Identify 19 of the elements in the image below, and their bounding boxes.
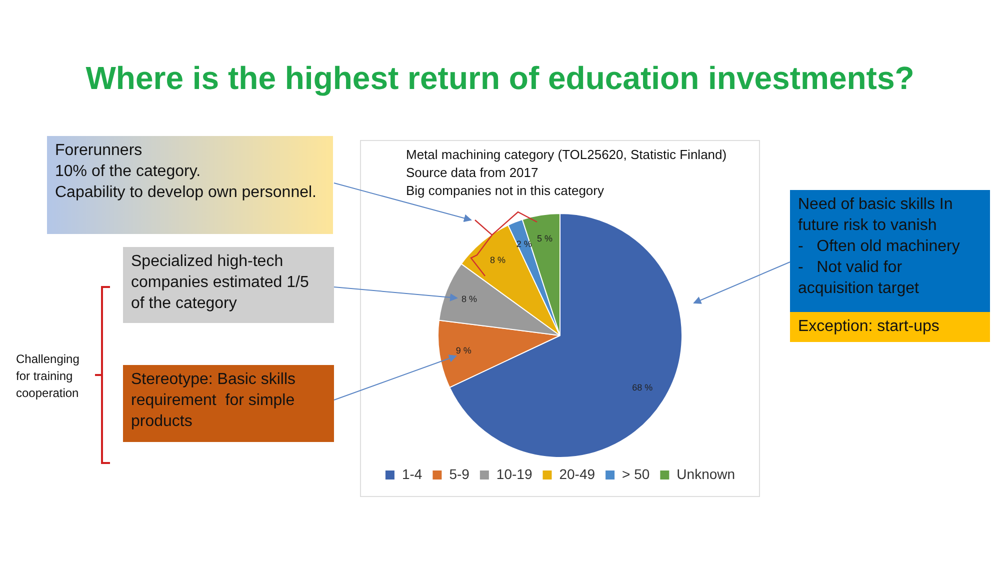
text: Forerunners 10% of the category. Capability to develop own personnel. xyxy=(47,136,333,234)
data-label: 8 % xyxy=(461,294,478,304)
text: Exception: start-ups xyxy=(790,312,990,342)
text: Specialized high-tech companies estimated 1/5 of the category xyxy=(123,247,334,323)
text: Stereotype: Basic skills requirement for simple products xyxy=(123,365,334,442)
legend-label: 20-49 xyxy=(559,466,596,482)
legend-label: Unknown xyxy=(676,466,736,482)
chart-title: Where is the highest return of education investments? xyxy=(84,60,916,97)
data-label: 68 % xyxy=(632,382,653,392)
legend-label: > 50 xyxy=(622,466,650,482)
text: Metal machining category (TOL25620, Statistic Finland) Source data from 2017 Big companies not in this category xyxy=(398,142,743,204)
legend-label: 5-9 xyxy=(449,466,470,482)
legend-label: 1-4 xyxy=(402,466,422,482)
legend-label: 10-19 xyxy=(496,466,532,482)
text: Need of basic skills In future risk to vanish - Often old machinery - Not valid for acquisition target xyxy=(790,190,990,312)
data-label: 8 % xyxy=(490,254,506,265)
data-label: 9 % xyxy=(456,345,472,356)
text: Challenging for training cooperation xyxy=(15,351,80,402)
data-label: 5 % xyxy=(536,234,552,244)
